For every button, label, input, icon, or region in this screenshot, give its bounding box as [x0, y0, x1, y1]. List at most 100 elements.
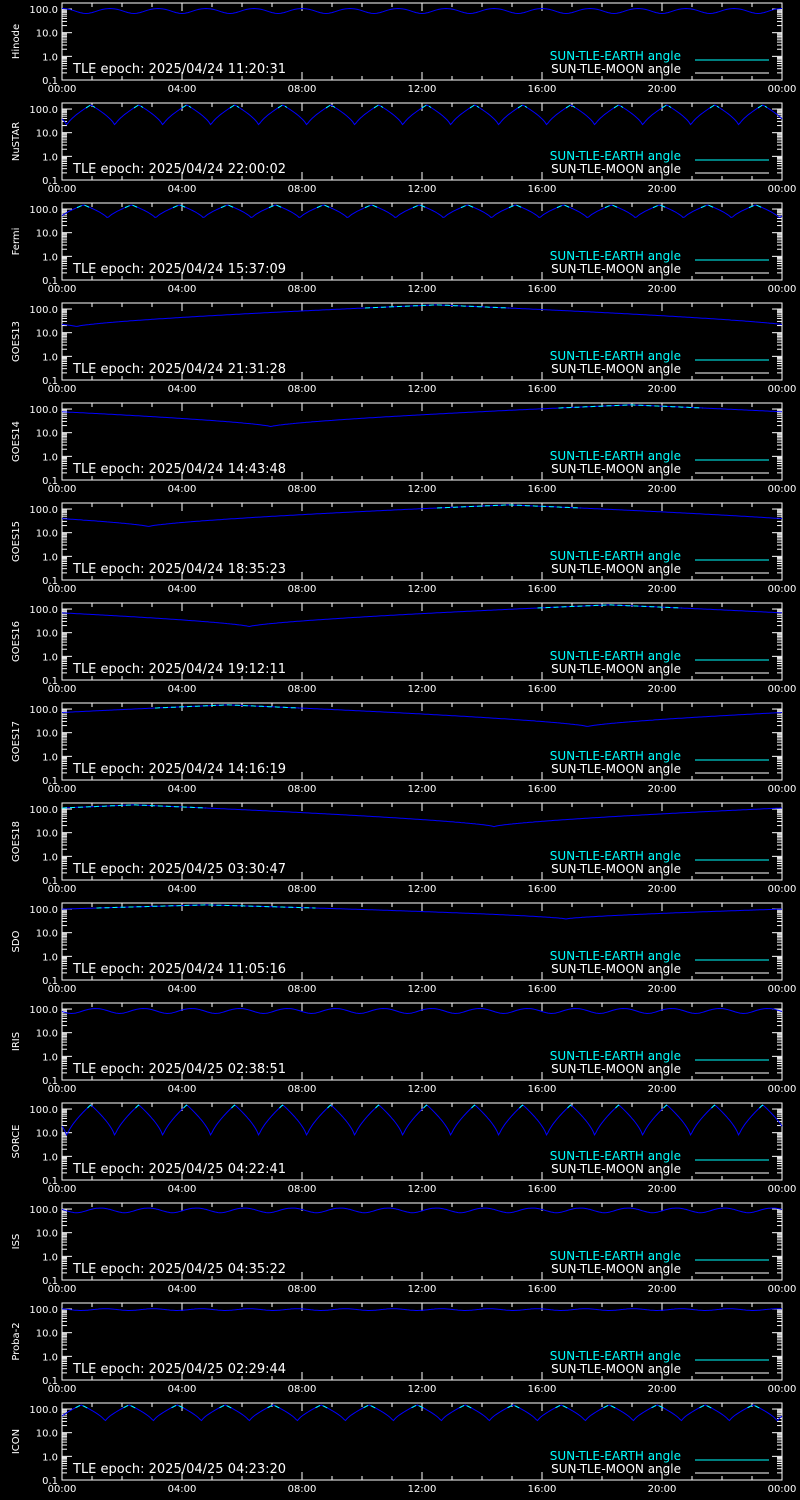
x-tick-label: 16:00	[528, 284, 557, 295]
legend-moon-label: SUN-TLE-MOON angle	[551, 1062, 681, 1076]
y-axis-label: GOES13	[11, 321, 22, 362]
x-tick-label: 20:00	[648, 84, 677, 95]
tle-epoch-annotation: TLE epoch: 2025/04/25 04:35:22	[72, 1262, 286, 1277]
x-tick-label: 00:00	[768, 584, 797, 595]
panel-9: 100.010.01.00.100:00 04:00 08:00 12:00 16:00…	[11, 902, 797, 995]
tle-epoch-annotation: TLE epoch: 2025/04/25 03:30:47	[72, 862, 286, 877]
tle-epoch-annotation: TLE epoch: 2025/04/25 04:22:41	[72, 1162, 286, 1177]
x-tick-label: 00:00	[768, 184, 797, 195]
series-moon-curve	[61, 1207, 783, 1214]
legend-moon-label: SUN-TLE-MOON angle	[551, 562, 681, 576]
x-tick-label: 00:00	[48, 384, 77, 395]
y-tick-label: 10.0	[36, 629, 58, 640]
y-tick-label: 1.0	[42, 1452, 58, 1463]
panel-3: 100.010.01.00.100:00 04:00 08:00 12:00 16:00…	[11, 302, 797, 395]
x-tick-label: 04:00	[168, 484, 197, 495]
y-axis-label: GOES17	[11, 721, 22, 762]
x-tick-label: 00:00	[48, 184, 77, 195]
tle-epoch-annotation: TLE epoch: 2025/04/24 15:37:09	[72, 262, 286, 277]
x-tick-label: 00:00	[768, 484, 797, 495]
x-tick-label: 12:00	[408, 1384, 437, 1395]
legend-moon-label: SUN-TLE-MOON angle	[551, 662, 681, 676]
x-tick-label: 04:00	[168, 584, 197, 595]
y-tick-label: 10.0	[36, 1429, 58, 1440]
x-tick-label: 12:00	[408, 784, 437, 795]
x-tick-label: 00:00	[768, 984, 797, 995]
y-tick-label: 0.1	[42, 176, 58, 187]
tle-epoch-annotation: TLE epoch: 2025/04/24 14:16:19	[72, 762, 286, 777]
legend-moon-label: SUN-TLE-MOON angle	[551, 362, 681, 376]
y-axis-label: GOES14	[11, 421, 22, 462]
x-tick-label: 04:00	[168, 684, 197, 695]
x-tick-label: 08:00	[288, 884, 317, 895]
x-tick-label: 00:00	[768, 1484, 797, 1495]
x-tick-label: 04:00	[168, 1284, 197, 1295]
x-tick-label: 12:00	[408, 1084, 437, 1095]
x-tick-label: 00:00	[768, 384, 797, 395]
x-tick-label: 16:00	[528, 1484, 557, 1495]
x-tick-label: 04:00	[168, 984, 197, 995]
x-tick-label: 12:00	[408, 484, 437, 495]
legend-earth-label: SUN-TLE-EARTH angle	[550, 749, 681, 763]
tle-epoch-annotation: TLE epoch: 2025/04/24 19:12:11	[72, 662, 286, 677]
x-tick-label: 00:00	[48, 1184, 77, 1195]
legend-moon-label: SUN-TLE-MOON angle	[551, 162, 681, 176]
legend-moon-label: SUN-TLE-MOON angle	[551, 462, 681, 476]
panel-4: 100.010.01.00.100:00 04:00 08:00 12:00 16:00…	[11, 402, 797, 495]
y-tick-label: 10.0	[36, 429, 58, 440]
legend-moon-label: SUN-TLE-MOON angle	[551, 1262, 681, 1276]
x-tick-label: 00:00	[48, 584, 77, 595]
y-tick-label: 1.0	[42, 152, 58, 163]
y-tick-label: 10.0	[36, 729, 58, 740]
x-tick-label: 04:00	[168, 384, 197, 395]
legend-moon-label: SUN-TLE-MOON angle	[551, 762, 681, 776]
x-tick-label: 00:00	[48, 284, 77, 295]
y-tick-label: 10.0	[36, 1229, 58, 1240]
legend-earth-label: SUN-TLE-EARTH angle	[550, 149, 681, 163]
y-tick-label: 0.1	[42, 976, 58, 987]
x-tick-label: 04:00	[168, 284, 197, 295]
x-tick-label: 20:00	[648, 1084, 677, 1095]
y-tick-label: 0.1	[42, 376, 58, 387]
x-tick-label: 12:00	[408, 1284, 437, 1295]
x-tick-label: 00:00	[768, 1084, 797, 1095]
y-tick-label: 1.0	[42, 1252, 58, 1263]
tle-epoch-annotation: TLE epoch: 2025/04/24 18:35:23	[72, 562, 286, 577]
panel-0: 100.010.01.00.100:00 04:00 08:00 12:00 16:00…	[11, 2, 796, 95]
y-tick-label: 1.0	[42, 1352, 58, 1363]
series-moon-curve	[61, 1104, 783, 1136]
y-tick-label: 100.0	[29, 1205, 58, 1216]
x-tick-label: 04:00	[168, 884, 197, 895]
x-tick-label: 00:00	[768, 1184, 797, 1195]
tle-epoch-annotation: TLE epoch: 2025/04/24 22:00:02	[72, 162, 286, 177]
y-tick-label: 100.0	[29, 1405, 58, 1416]
legend-moon-label: SUN-TLE-MOON angle	[551, 262, 681, 276]
x-tick-label: 08:00	[288, 1484, 317, 1495]
x-tick-label: 16:00	[528, 1184, 557, 1195]
y-tick-label: 10.0	[36, 929, 58, 940]
legend-moon-label: SUN-TLE-MOON angle	[551, 62, 681, 76]
x-tick-label: 08:00	[288, 1084, 317, 1095]
x-tick-label: 20:00	[648, 484, 677, 495]
tle-epoch-annotation: TLE epoch: 2025/04/25 02:38:51	[72, 1062, 286, 1077]
x-tick-label: 04:00	[168, 84, 197, 95]
x-tick-label: 08:00	[288, 1184, 317, 1195]
x-tick-label: 08:00	[288, 984, 317, 995]
x-tick-label: 04:00	[168, 184, 197, 195]
x-tick-label: 08:00	[288, 184, 317, 195]
series-moon-curve	[61, 1308, 783, 1311]
x-tick-label: 20:00	[648, 884, 677, 895]
legend-moon-label: SUN-TLE-MOON angle	[551, 862, 681, 876]
x-tick-label: 00:00	[768, 1284, 797, 1295]
x-tick-label: 16:00	[528, 784, 557, 795]
legend-earth-label: SUN-TLE-EARTH angle	[550, 549, 681, 563]
panel-5: 100.010.01.00.100:00 04:00 08:00 12:00 16:00…	[11, 502, 797, 595]
x-tick-label: 16:00	[528, 484, 557, 495]
x-tick-label: 04:00	[168, 784, 197, 795]
y-axis-label: ISS	[11, 1234, 22, 1250]
series-moon-curve	[61, 404, 783, 428]
y-tick-label: 1.0	[42, 1052, 58, 1063]
x-tick-label: 08:00	[288, 284, 317, 295]
y-tick-label: 1.0	[42, 752, 58, 763]
